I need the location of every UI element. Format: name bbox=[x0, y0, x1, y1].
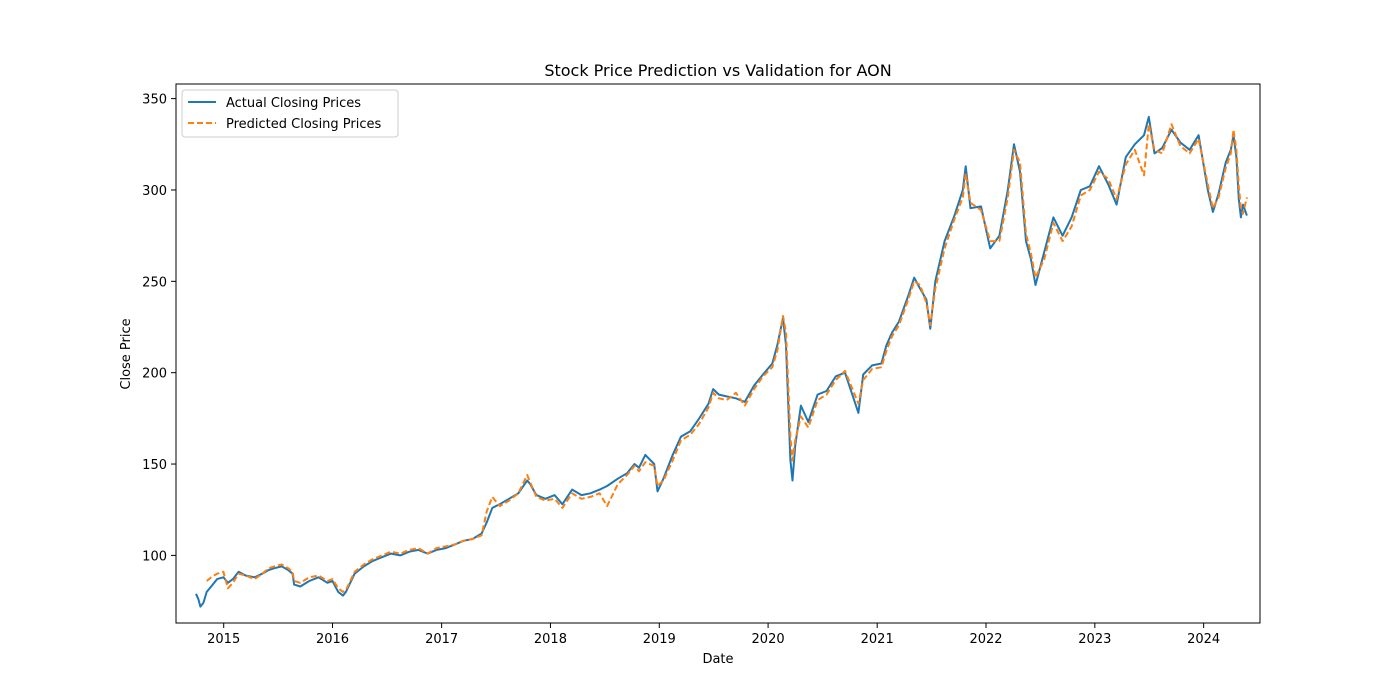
x-tick-label: 2015 bbox=[207, 632, 240, 647]
plot-lines bbox=[195, 115, 1248, 608]
x-tick-label: 2017 bbox=[425, 632, 458, 647]
x-tick-label: 2019 bbox=[643, 632, 676, 647]
x-tick-label: 2016 bbox=[316, 632, 349, 647]
x-axis: 2015 2016 2017 2018 2019 2020 2021 2022 2023 2024 bbox=[207, 623, 1220, 647]
series-line-predicted bbox=[206, 123, 1248, 593]
y-axis: 100 150 200 250 300 350 bbox=[142, 93, 176, 564]
x-tick-label: 2024 bbox=[1187, 632, 1220, 647]
x-tick-label: 2021 bbox=[861, 632, 894, 647]
y-axis-label: Close Price bbox=[119, 318, 134, 389]
y-tick-label: 100 bbox=[142, 549, 167, 564]
legend-label-predicted: Predicted Closing Prices bbox=[226, 117, 382, 132]
y-tick-label: 250 bbox=[142, 275, 167, 290]
y-tick-label: 150 bbox=[142, 458, 167, 473]
x-axis-label: Date bbox=[702, 652, 733, 667]
x-tick-label: 2018 bbox=[534, 632, 567, 647]
y-tick-label: 300 bbox=[142, 184, 167, 199]
x-tick-label: 2022 bbox=[969, 632, 1002, 647]
x-tick-label: 2023 bbox=[1078, 632, 1111, 647]
chart-title: Stock Price Prediction vs Validation for… bbox=[544, 61, 891, 80]
plot-frame bbox=[175, 83, 1261, 624]
x-tick-label: 2020 bbox=[752, 632, 785, 647]
y-tick-label: 200 bbox=[142, 367, 167, 382]
y-tick-label: 350 bbox=[142, 93, 167, 108]
legend-label-actual: Actual Closing Prices bbox=[226, 96, 361, 111]
series-line-actual bbox=[195, 115, 1248, 608]
legend: Actual Closing Prices Predicted Closing … bbox=[181, 89, 399, 138]
legend-box bbox=[181, 89, 399, 138]
